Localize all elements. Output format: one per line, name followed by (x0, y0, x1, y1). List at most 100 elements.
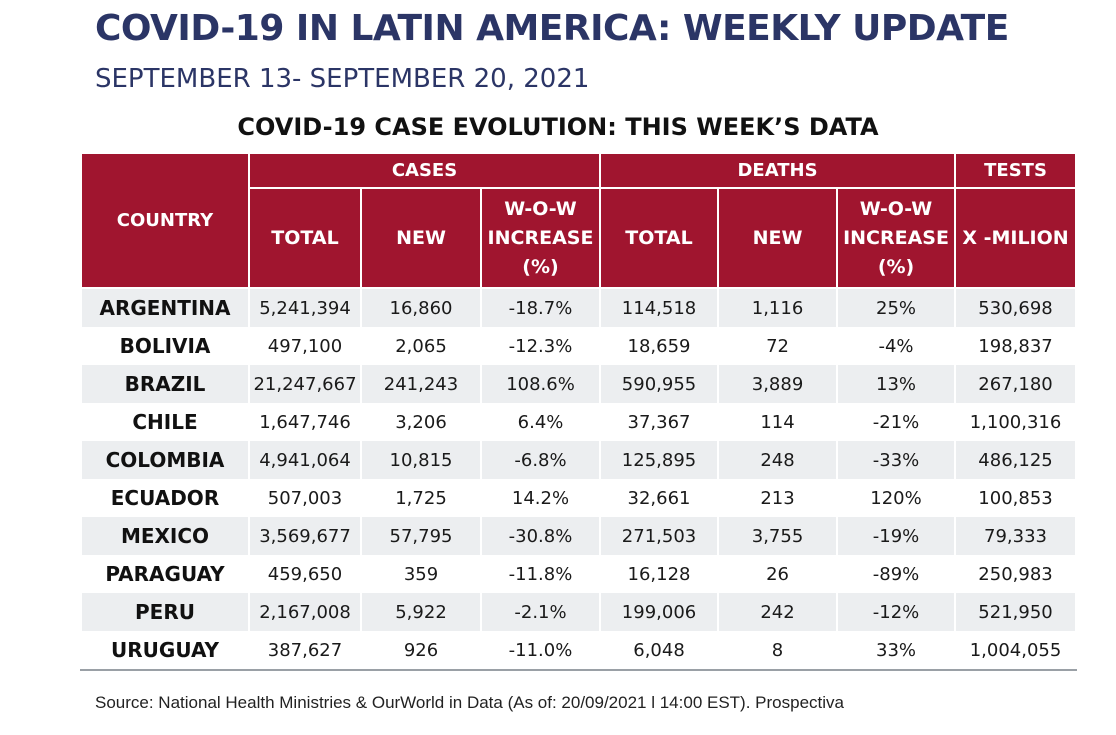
table-row: MEXICO 3,569,677 57,795 -30.8% 271,503 3… (80, 517, 1078, 555)
table-row: PERU 2,167,008 5,922 -2.1% 199,006 242 -… (80, 593, 1078, 631)
cases-wow-cell: -11.8% (479, 555, 602, 593)
date-range-subtitle: SEPTEMBER 13- SEPTEMBER 20, 2021 (95, 64, 590, 94)
deaths-new-cell: 8 (717, 631, 839, 671)
table-row: ARGENTINA 5,241,394 16,860 -18.7% 114,51… (80, 288, 1078, 327)
cases-wow-cell: -12.3% (479, 327, 602, 365)
tests-cell: 486,125 (954, 441, 1078, 479)
deaths-wow-cell: -12% (836, 593, 957, 631)
country-cell: ARGENTINA (80, 288, 250, 327)
deaths-new-cell: 3,889 (717, 365, 839, 403)
deaths-wow-cell: -19% (836, 517, 957, 555)
deaths-wow-cell: -33% (836, 441, 957, 479)
country-cell: PERU (80, 593, 250, 631)
cases-total-cell: 5,241,394 (248, 288, 362, 327)
table-row: BOLIVIA 497,100 2,065 -12.3% 18,659 72 -… (80, 327, 1078, 365)
deaths-wow-cell: 120% (836, 479, 957, 517)
cases-wow-cell: 108.6% (479, 365, 602, 403)
deaths-group-header: DEATHS (599, 152, 957, 189)
deaths-new-cell: 72 (717, 327, 839, 365)
cases-wow-cell: -11.0% (479, 631, 602, 671)
deaths-total-cell: 114,518 (599, 288, 720, 327)
country-cell: CHILE (80, 403, 250, 441)
cases-new-cell: 241,243 (360, 365, 482, 403)
tests-cell: 198,837 (954, 327, 1078, 365)
cases-group-header: CASES (247, 152, 602, 189)
table-row: BRAZIL 21,247,667 241,243 108.6% 590,955… (80, 365, 1078, 403)
cases-total-cell: 497,100 (248, 327, 362, 365)
deaths-wow-cell: -89% (836, 555, 957, 593)
deaths-total-cell: 16,128 (599, 555, 720, 593)
country-cell: BOLIVIA (80, 327, 250, 365)
cases-new-cell: 57,795 (360, 517, 482, 555)
cases-total-cell: 4,941,064 (248, 441, 362, 479)
table-row: CHILE 1,647,746 3,206 6.4% 37,367 114 -2… (80, 403, 1078, 441)
cases-wow-header-line1: W-O-W (504, 197, 577, 220)
deaths-total-cell: 18,659 (599, 327, 720, 365)
source-note: Source: National Health Ministries & Our… (95, 693, 844, 712)
tests-group-header: TESTS (954, 152, 1078, 189)
tests-cell: 267,180 (954, 365, 1078, 403)
deaths-total-cell: 199,006 (599, 593, 720, 631)
table-row: COLOMBIA 4,941,064 10,815 -6.8% 125,895 … (80, 441, 1078, 479)
cases-total-cell: 2,167,008 (248, 593, 362, 631)
deaths-total-header: TOTAL (599, 187, 720, 289)
cases-new-cell: 926 (360, 631, 482, 671)
deaths-total-cell: 590,955 (599, 365, 720, 403)
tests-cell: 1,100,316 (954, 403, 1078, 441)
cases-new-cell: 2,065 (360, 327, 482, 365)
deaths-new-cell: 114 (717, 403, 839, 441)
deaths-wow-cell: 13% (836, 365, 957, 403)
cases-wow-cell: 14.2% (479, 479, 602, 517)
cases-new-cell: 10,815 (360, 441, 482, 479)
deaths-total-cell: 37,367 (599, 403, 720, 441)
tests-cell: 521,950 (954, 593, 1078, 631)
table-title: COVID-19 CASE EVOLUTION: THIS WEEK’S DAT… (237, 113, 879, 141)
tests-cell: 100,853 (954, 479, 1078, 517)
cases-total-cell: 21,247,667 (248, 365, 362, 403)
deaths-total-cell: 271,503 (599, 517, 720, 555)
cases-wow-cell: -2.1% (479, 593, 602, 631)
country-cell: ECUADOR (80, 479, 250, 517)
cases-wow-cell: -30.8% (479, 517, 602, 555)
deaths-wow-header-line3: (%) (877, 255, 915, 278)
cases-wow-cell: 6.4% (479, 403, 602, 441)
deaths-new-cell: 26 (717, 555, 839, 593)
country-header: COUNTRY (80, 152, 250, 289)
cases-total-cell: 1,647,746 (248, 403, 362, 441)
deaths-new-cell: 248 (717, 441, 839, 479)
deaths-total-cell: 6,048 (599, 631, 720, 671)
cases-wow-header-line3: (%) (522, 255, 559, 278)
country-cell: BRAZIL (80, 365, 250, 403)
tests-cell: 79,333 (954, 517, 1078, 555)
country-cell: URUGUAY (80, 631, 250, 671)
cases-new-header: NEW (360, 187, 482, 289)
deaths-wow-cell: -4% (836, 327, 957, 365)
deaths-wow-cell: 33% (836, 631, 957, 671)
deaths-wow-cell: 25% (836, 288, 957, 327)
covid-data-table: COUNTRY CASES DEATHS TESTS TOTAL NEW W-O… (80, 152, 1078, 671)
deaths-wow-header-line1: W-O-W (859, 197, 933, 220)
cases-new-cell: 359 (360, 555, 482, 593)
page-title: COVID-19 IN LATIN AMERICA: WEEKLY UPDATE (95, 8, 1009, 49)
country-cell: MEXICO (80, 517, 250, 555)
cases-total-cell: 459,650 (248, 555, 362, 593)
cases-wow-header-line2: INCREASE (487, 226, 594, 249)
table-row: ECUADOR 507,003 1,725 14.2% 32,661 213 1… (80, 479, 1078, 517)
cases-total-header: TOTAL (248, 187, 362, 289)
country-cell: COLOMBIA (80, 441, 250, 479)
deaths-total-cell: 125,895 (599, 441, 720, 479)
cases-wow-header: W-O-W INCREASE (%) (479, 187, 602, 289)
cases-new-cell: 5,922 (360, 593, 482, 631)
table-row: PARAGUAY 459,650 359 -11.8% 16,128 26 -8… (80, 555, 1078, 593)
cases-new-cell: 16,860 (360, 288, 482, 327)
deaths-wow-cell: -21% (836, 403, 957, 441)
cases-new-cell: 3,206 (360, 403, 482, 441)
tests-cell: 250,983 (954, 555, 1078, 593)
cases-total-cell: 3,569,677 (248, 517, 362, 555)
country-cell: PARAGUAY (80, 555, 250, 593)
cases-new-cell: 1,725 (360, 479, 482, 517)
deaths-total-cell: 32,661 (599, 479, 720, 517)
deaths-new-cell: 242 (717, 593, 839, 631)
deaths-wow-header-line2: INCREASE (843, 226, 949, 249)
tests-per-million-header: X -MILION (954, 187, 1078, 289)
